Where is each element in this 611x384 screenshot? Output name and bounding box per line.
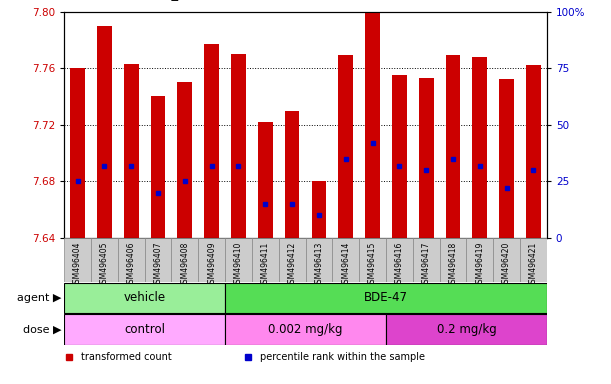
Text: GSM496404: GSM496404 [73,242,82,288]
Bar [124,64,139,238]
Bar [204,44,219,238]
Bar [91,238,118,282]
Text: 0.2 mg/kg: 0.2 mg/kg [436,323,496,336]
Text: GSM496406: GSM496406 [126,242,136,288]
Text: 0.002 mg/kg: 0.002 mg/kg [268,323,343,336]
Text: GSM496409: GSM496409 [207,242,216,288]
Bar [177,82,192,238]
Text: agent ▶: agent ▶ [16,293,61,303]
Bar [172,238,198,282]
Text: GSM496412: GSM496412 [288,242,296,288]
Text: GSM496417: GSM496417 [422,242,431,288]
Bar [225,238,252,282]
Text: GSM496418: GSM496418 [448,242,458,288]
Bar [466,238,493,282]
Bar [526,65,541,238]
Text: GSM496408: GSM496408 [180,242,189,288]
Bar [338,55,353,238]
Bar [493,238,520,282]
Bar [198,238,225,282]
Bar [499,79,514,238]
Bar [97,26,112,238]
Bar [312,181,326,238]
Bar [231,54,246,238]
Text: vehicle: vehicle [123,291,166,305]
Bar [279,238,306,282]
Text: dose ▶: dose ▶ [23,324,61,334]
Text: GSM496411: GSM496411 [261,242,270,288]
Bar [306,238,332,282]
Bar [64,238,91,282]
Bar [252,238,279,282]
Text: GSM496421: GSM496421 [529,242,538,288]
Text: GSM496413: GSM496413 [315,242,323,288]
Bar [145,238,172,282]
Text: GSM496416: GSM496416 [395,242,404,288]
Text: GSM496420: GSM496420 [502,242,511,288]
Text: percentile rank within the sample: percentile rank within the sample [260,352,425,362]
Bar [64,283,225,313]
Text: GSM496414: GSM496414 [341,242,350,288]
Text: GSM496419: GSM496419 [475,242,485,288]
Text: transformed count: transformed count [81,352,172,362]
Bar [258,122,273,238]
Bar [225,283,547,313]
Bar [413,238,439,282]
Text: GSM496415: GSM496415 [368,242,377,288]
Bar [285,111,299,238]
Bar [365,12,380,238]
Bar [359,238,386,282]
Bar [419,78,434,238]
Bar [386,314,547,344]
Bar [225,314,386,344]
Bar [332,238,359,282]
Bar [472,57,487,238]
Bar [439,238,466,282]
Bar [70,68,85,238]
Text: control: control [124,323,165,336]
Bar [520,238,547,282]
Bar [64,314,225,344]
Text: GSM496405: GSM496405 [100,242,109,288]
Bar [392,75,407,238]
Bar [386,238,413,282]
Text: GSM496410: GSM496410 [234,242,243,288]
Bar [118,238,145,282]
Bar [445,55,460,238]
Text: BDE-47: BDE-47 [364,291,408,305]
Text: GSM496407: GSM496407 [153,242,163,288]
Bar [151,96,166,238]
